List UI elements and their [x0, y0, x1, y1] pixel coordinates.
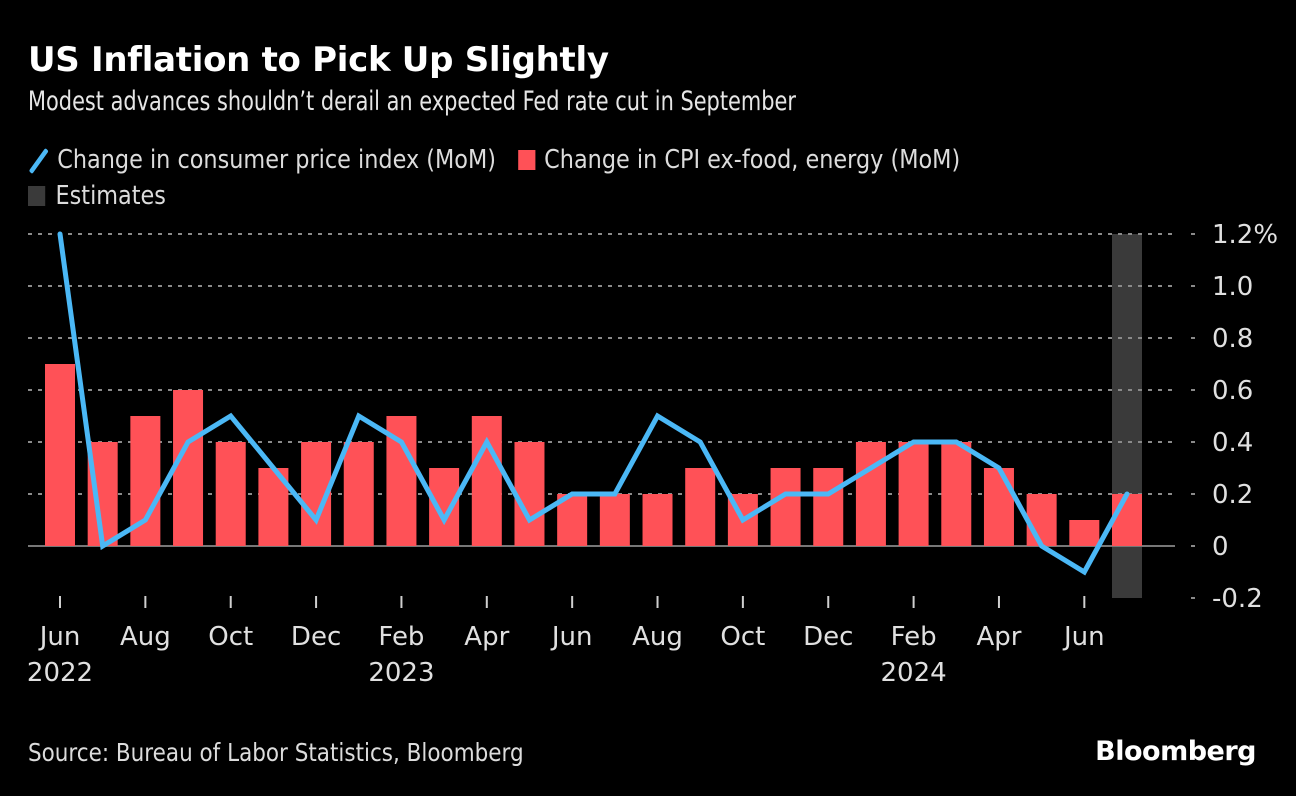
legend: Change in consumer price index (MoM) Cha…: [28, 142, 1138, 214]
legend-label-core-cpi: Change in CPI ex-food, energy (MoM): [544, 145, 961, 175]
core-cpi-bar: [983, 468, 1014, 546]
cpi-line: [57, 231, 1130, 576]
xtick-month-label: Feb: [891, 622, 937, 652]
xtick-month-label: Feb: [378, 622, 424, 652]
ytick-label: 0.2: [1212, 480, 1253, 510]
legend-item-estimates: Estimates: [28, 181, 166, 211]
core-cpi-bar: [1112, 494, 1142, 546]
xtick-year-label: 2024: [881, 658, 947, 688]
xtick-month-label: Jun: [38, 622, 81, 652]
bar-swatch-icon: [518, 150, 536, 170]
xtick-month-label: Jun: [1062, 622, 1105, 652]
xtick-month-label: Aug: [632, 622, 683, 652]
source-note: Source: Bureau of Labor Statistics, Bloo…: [28, 738, 524, 767]
bloomberg-logo: Bloomberg: [1095, 736, 1256, 767]
core-cpi-bar: [898, 442, 929, 546]
ytick-label: 0: [1212, 532, 1229, 562]
legend-item-cpi: Change in consumer price index (MoM): [28, 145, 496, 175]
legend-item-core-cpi: Change in CPI ex-food, energy (MoM): [518, 145, 960, 175]
ytick-label: 1.2%: [1212, 220, 1278, 250]
core-cpi-bar: [471, 416, 502, 546]
shade-swatch-icon: [28, 186, 46, 206]
core-cpi-bar: [770, 468, 801, 546]
ytick-label: 0.4: [1212, 428, 1253, 458]
ytick-label: 0.6: [1212, 376, 1253, 406]
core-cpi-bar: [1026, 494, 1057, 546]
core-cpi-bar: [685, 468, 716, 546]
xtick-month-label: Oct: [720, 622, 765, 652]
core-cpi-bar: [429, 468, 460, 546]
xtick-year-label: 2022: [27, 658, 93, 688]
xtick-month-label: Oct: [208, 622, 253, 652]
xtick-year-label: 2023: [368, 658, 434, 688]
ytick-label: 0.8: [1212, 324, 1253, 354]
xtick-month-label: Aug: [120, 622, 171, 652]
core-cpi-bar: [173, 390, 204, 546]
xtick-month-label: Apr: [976, 622, 1021, 652]
chart-subtitle: Modest advances shouldn’t derail an expe…: [28, 86, 796, 117]
core-cpi-bar: [514, 442, 545, 546]
xtick-month-label: Apr: [464, 622, 509, 652]
legend-label-cpi: Change in consumer price index (MoM): [57, 145, 497, 175]
core-cpi-bar: [855, 442, 886, 546]
core-cpi-bar: [45, 364, 75, 546]
core-cpi-bar: [813, 468, 844, 546]
core-cpi-bar: [215, 442, 246, 546]
core-cpi-bar: [599, 494, 630, 546]
xtick-month-label: Jun: [550, 622, 593, 652]
xtick-month-label: Dec: [291, 622, 341, 652]
legend-label-estimates: Estimates: [55, 181, 166, 211]
core-cpi-bar: [642, 494, 673, 546]
ytick-label: 1.0: [1212, 272, 1253, 302]
core-cpi-bar: [1069, 520, 1100, 546]
ytick-label: -0.2: [1212, 584, 1263, 614]
core-cpi-bar: [941, 442, 972, 546]
chart-title: US Inflation to Pick Up Slightly: [28, 40, 609, 80]
xtick-month-label: Dec: [803, 622, 853, 652]
core-cpi-bar: [343, 442, 374, 546]
